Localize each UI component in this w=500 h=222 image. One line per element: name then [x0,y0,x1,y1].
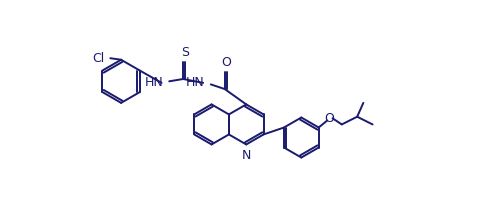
Text: O: O [324,112,334,125]
Text: HN: HN [144,76,163,89]
Text: N: N [242,149,251,162]
Text: Cl: Cl [92,52,104,65]
Text: S: S [180,46,188,59]
Text: O: O [222,56,231,69]
Text: HN: HN [186,76,204,89]
